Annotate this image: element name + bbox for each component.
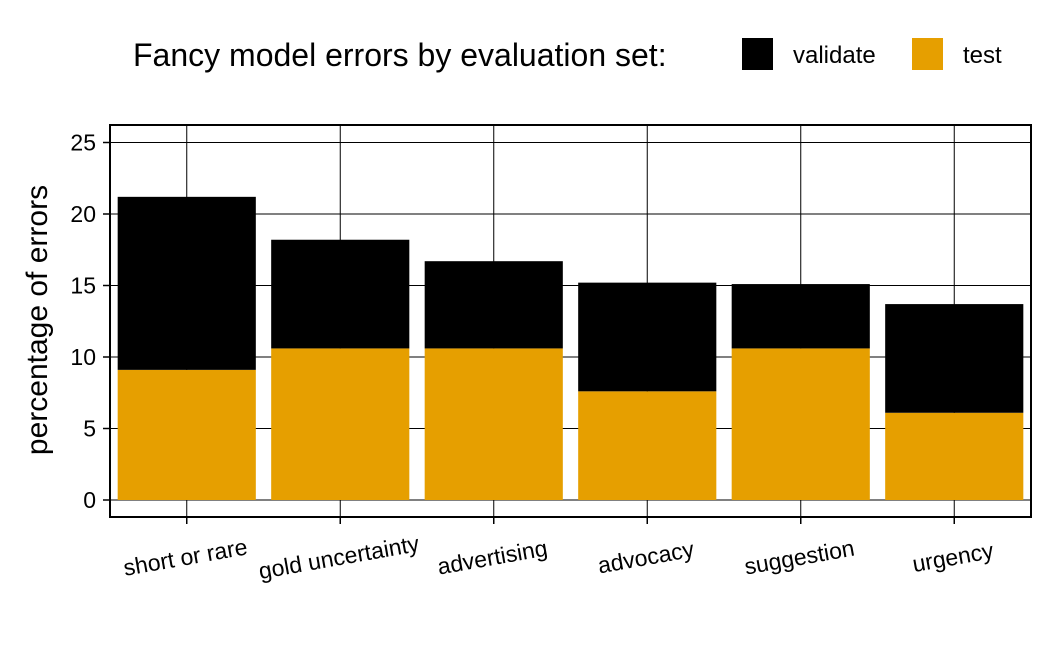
- bar-validate: [578, 282, 717, 392]
- x-tick-label: advertising: [435, 535, 549, 580]
- bar-test: [424, 348, 563, 500]
- bar-validate: [271, 239, 410, 349]
- x-tick-label: urgency: [910, 537, 996, 577]
- bar-test: [578, 391, 717, 500]
- y-axis: 0 5 10 15 20 25: [70, 130, 110, 513]
- x-tick-label: gold uncertainty: [257, 530, 422, 584]
- x-tick-label: suggestion: [742, 535, 856, 580]
- y-tick-label: 15: [70, 273, 96, 299]
- bar-test: [885, 412, 1024, 500]
- gridlines: [110, 125, 1031, 517]
- bar-test: [271, 348, 410, 500]
- legend-title: Fancy model errors by evaluation set:: [133, 37, 667, 73]
- legend-label-validate: validate: [793, 42, 876, 69]
- y-axis-title: percentage of errors: [21, 185, 54, 455]
- bar-validate: [424, 261, 563, 349]
- bar-validate: [731, 284, 870, 349]
- panel-border: [109, 124, 1032, 518]
- plot-area: 0 5 10 15 20 25 short or rare gold uncertainty a…: [70, 124, 1032, 584]
- x-tick-label: short or rare: [121, 533, 249, 580]
- bar-validate: [885, 304, 1024, 413]
- bar-test: [731, 348, 870, 500]
- x-axis: short or rare gold uncertainty advertising…: [121, 517, 996, 584]
- y-tick-label: 0: [83, 487, 96, 513]
- y-tick-label: 20: [70, 201, 96, 227]
- bars: [117, 196, 1024, 500]
- legend-label-test: test: [963, 42, 1002, 69]
- bar-validate: [117, 196, 256, 370]
- x-tick-label: advocacy: [596, 536, 697, 579]
- y-tick-label: 10: [70, 344, 96, 370]
- y-tick-label: 5: [83, 416, 96, 442]
- legend-swatch-validate: [742, 38, 773, 70]
- y-tick-label: 25: [70, 130, 96, 156]
- legend: Fancy model errors by evaluation set: va…: [133, 37, 1002, 73]
- legend-swatch-test: [912, 38, 943, 70]
- bar-test: [117, 369, 256, 500]
